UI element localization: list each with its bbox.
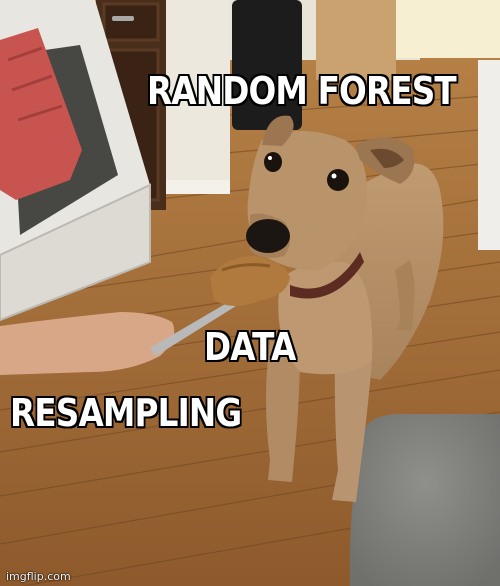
trash-can: [232, 0, 302, 130]
caption-middle: DATA: [204, 325, 296, 369]
dog-eye-left: [264, 152, 282, 172]
dog-ear-left: [262, 115, 294, 146]
dog-leg-front-right: [332, 350, 372, 502]
dog-leg-back: [395, 260, 415, 330]
caption-bottom: RESAMPLING: [10, 391, 242, 435]
dog-collar: [290, 252, 364, 299]
doorway-light: [392, 0, 500, 58]
drawer-handle: [112, 16, 134, 21]
dog-eye-right: [327, 169, 349, 191]
baseboard: [150, 180, 230, 194]
dog-leg-front-left: [266, 340, 300, 482]
dog: [246, 115, 444, 502]
caption-top: RANDOM FOREST: [147, 69, 457, 113]
cabinet-drawer: [102, 2, 160, 42]
human-arm: [0, 312, 175, 375]
rug: [349, 414, 500, 586]
imgflip-watermark: imgflip.com: [6, 570, 71, 583]
spoon-handle: [150, 300, 236, 356]
right-cabinet: [478, 60, 500, 250]
dog-nose: [246, 219, 290, 253]
stove-drawer: [0, 183, 151, 322]
cardboard-box: [316, 0, 396, 80]
